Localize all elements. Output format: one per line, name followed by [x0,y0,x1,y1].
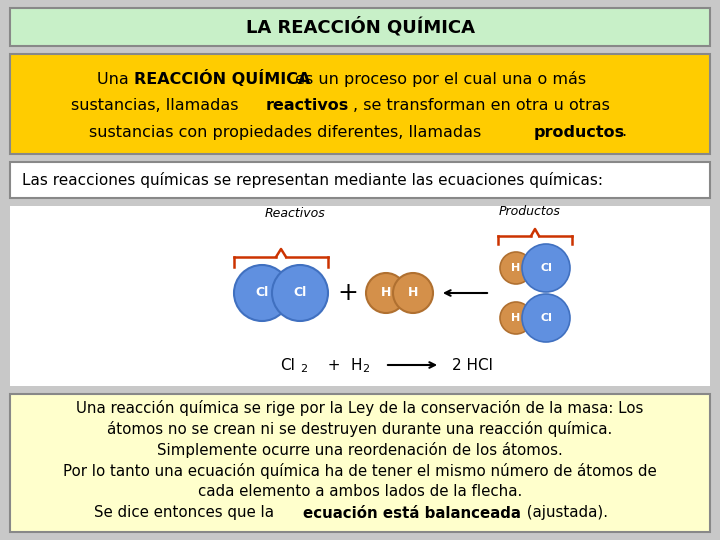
Text: Simplemente ocurre una reordenación de los átomos.: Simplemente ocurre una reordenación de l… [157,442,563,458]
Text: Cl: Cl [540,313,552,323]
Text: LA REACCIÓN QUÍMICA: LA REACCIÓN QUÍMICA [246,17,474,37]
Bar [10,8,710,46]
Circle shape [272,265,328,321]
Text: +: + [338,281,359,305]
Bar [10,162,710,198]
Circle shape [366,273,406,313]
Text: REACCIÓN QUÍMICA: REACCIÓN QUÍMICA [134,71,310,87]
Text: H: H [408,287,418,300]
Text: sustancias, llamadas: sustancias, llamadas [71,98,243,113]
Text: Una: Una [97,71,134,86]
Text: sustancias con propiedades diferentes, llamadas: sustancias con propiedades diferentes, l… [89,125,487,139]
Text: Productos: Productos [499,205,561,218]
Circle shape [522,244,570,292]
Text: átomos no se crean ni se destruyen durante una reacción química.: átomos no se crean ni se destruyen duran… [107,421,613,437]
Bar [10,394,710,532]
Text: 2: 2 [300,364,307,374]
Text: 2: 2 [362,364,369,374]
Text: Se dice entonces que la: Se dice entonces que la [94,505,279,521]
Bar [10,206,710,386]
Text: Las reacciones químicas se representan mediante las ecuaciones químicas:: Las reacciones químicas se representan m… [22,172,603,188]
Text: ecuación está balanceada: ecuación está balanceada [302,505,521,521]
Bar [10,54,710,154]
Text: Una reacción química se rige por la Ley de la conservación de la masa: Los: Una reacción química se rige por la Ley … [76,400,644,416]
Text: reactivos: reactivos [265,98,348,113]
Text: +: + [318,357,350,373]
Text: H: H [381,287,391,300]
Text: Reactivos: Reactivos [265,207,325,220]
Text: Cl: Cl [256,287,269,300]
Text: .: . [621,125,626,139]
Text: productos: productos [534,125,625,139]
Text: es un proceso por el cual una o más: es un proceso por el cual una o más [289,71,585,87]
Circle shape [234,265,290,321]
Text: Por lo tanto una ecuación química ha de tener el mismo número de átomos de: Por lo tanto una ecuación química ha de … [63,463,657,479]
Text: , se transforman en otra u otras: , se transforman en otra u otras [353,98,610,113]
Text: (ajustada).: (ajustada). [522,505,608,521]
Text: Cl: Cl [293,287,307,300]
Circle shape [500,252,532,284]
Circle shape [500,302,532,334]
Circle shape [522,294,570,342]
Text: 2 HCl: 2 HCl [452,357,493,373]
Text: Cl: Cl [280,357,295,373]
Text: H: H [511,263,521,273]
Text: H: H [511,313,521,323]
Circle shape [393,273,433,313]
Text: H: H [350,357,361,373]
Text: Cl: Cl [540,263,552,273]
Text: cada elemento a ambos lados de la flecha.: cada elemento a ambos lados de la flecha… [198,484,522,500]
